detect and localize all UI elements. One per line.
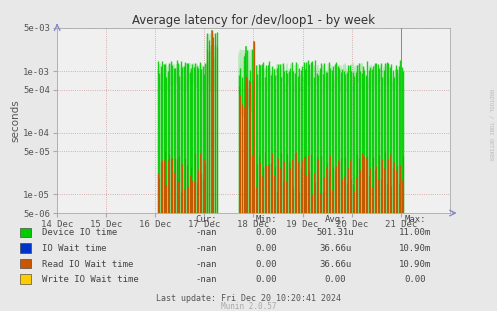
Text: Cur:: Cur: (195, 215, 217, 224)
Title: Average latency for /dev/loop1 - by week: Average latency for /dev/loop1 - by week (132, 14, 375, 27)
Text: -nan: -nan (195, 244, 217, 253)
Text: 0.00: 0.00 (255, 275, 277, 284)
Text: 10.90m: 10.90m (399, 260, 431, 268)
Text: -nan: -nan (195, 260, 217, 268)
Text: 0.00: 0.00 (255, 244, 277, 253)
Text: 36.66u: 36.66u (320, 244, 351, 253)
Text: 501.31u: 501.31u (317, 229, 354, 237)
Text: 0.00: 0.00 (404, 275, 426, 284)
Text: 0.00: 0.00 (325, 275, 346, 284)
Text: 0.00: 0.00 (255, 229, 277, 237)
Text: Avg:: Avg: (325, 215, 346, 224)
Text: Device IO time: Device IO time (42, 229, 117, 237)
Text: Max:: Max: (404, 215, 426, 224)
Text: 36.66u: 36.66u (320, 260, 351, 268)
Text: -nan: -nan (195, 275, 217, 284)
Text: Munin 2.0.57: Munin 2.0.57 (221, 302, 276, 311)
Y-axis label: seconds: seconds (10, 99, 20, 142)
Text: 0.00: 0.00 (255, 260, 277, 268)
Text: 11.00m: 11.00m (399, 229, 431, 237)
Text: Last update: Fri Dec 20 10:20:41 2024: Last update: Fri Dec 20 10:20:41 2024 (156, 294, 341, 303)
Text: 10.90m: 10.90m (399, 244, 431, 253)
Text: Min:: Min: (255, 215, 277, 224)
Text: Read IO Wait time: Read IO Wait time (42, 260, 134, 268)
Text: -nan: -nan (195, 229, 217, 237)
Text: RRDTOOL / TOBI OETIKER: RRDTOOL / TOBI OETIKER (488, 89, 493, 160)
Text: IO Wait time: IO Wait time (42, 244, 107, 253)
Text: Write IO Wait time: Write IO Wait time (42, 275, 139, 284)
